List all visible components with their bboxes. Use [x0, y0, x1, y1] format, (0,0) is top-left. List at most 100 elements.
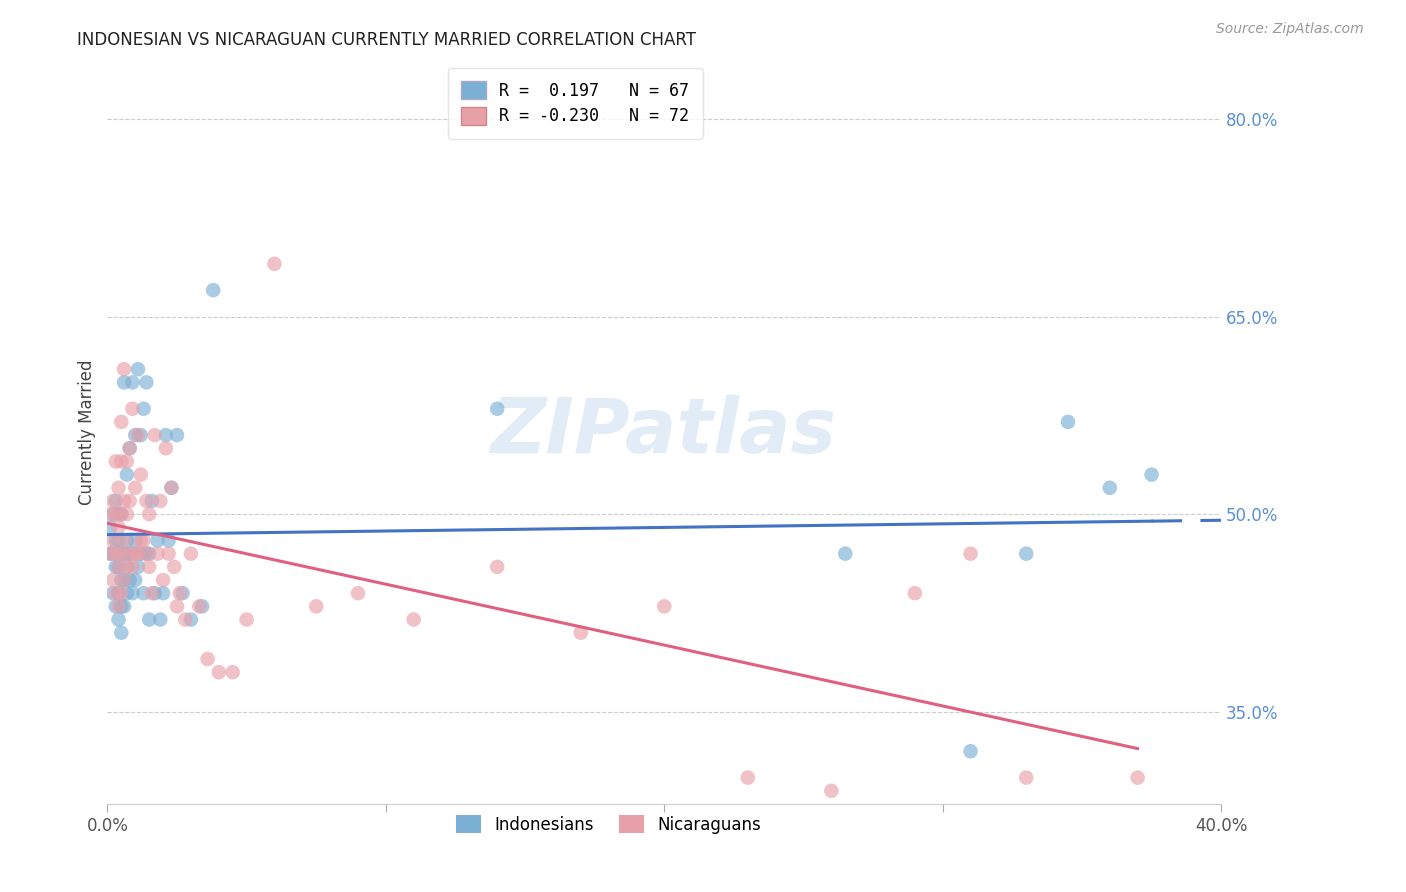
Point: [107, 559, 129, 574]
Point: [112, 573, 135, 587]
Point: [112, 599, 135, 614]
Point: [146, 547, 169, 561]
Point: [112, 533, 135, 548]
Point: [110, 586, 132, 600]
Y-axis label: Currently Married: Currently Married: [79, 359, 96, 505]
Point: [180, 613, 202, 627]
Point: [169, 586, 191, 600]
Point: [121, 586, 143, 600]
Point: [110, 547, 132, 561]
Point: [174, 613, 197, 627]
Point: [104, 586, 127, 600]
Point: [191, 599, 214, 614]
Point: [110, 625, 132, 640]
Point: [104, 533, 127, 548]
Point: [263, 257, 285, 271]
Point: [104, 507, 127, 521]
Point: [129, 467, 152, 482]
Point: [115, 559, 138, 574]
Point: [104, 454, 127, 468]
Point: [101, 494, 124, 508]
Point: [112, 494, 135, 508]
Point: [160, 481, 183, 495]
Point: [104, 559, 127, 574]
Point: [115, 507, 138, 521]
Point: [155, 428, 177, 442]
Point: [135, 494, 157, 508]
Point: [127, 362, 149, 376]
Point: [129, 533, 152, 548]
Point: [129, 547, 152, 561]
Legend: Indonesians, Nicaraguans: Indonesians, Nicaraguans: [450, 808, 768, 840]
Point: [107, 507, 129, 521]
Point: [143, 428, 166, 442]
Point: [157, 547, 180, 561]
Point: [160, 481, 183, 495]
Point: [188, 599, 211, 614]
Point: [110, 415, 132, 429]
Point: [110, 507, 132, 521]
Point: [135, 376, 157, 390]
Point: [569, 625, 592, 640]
Point: [127, 559, 149, 574]
Point: [115, 586, 138, 600]
Point: [146, 533, 169, 548]
Point: [118, 573, 141, 587]
Point: [152, 586, 174, 600]
Point: [98, 547, 121, 561]
Point: [138, 507, 160, 521]
Point: [221, 665, 243, 680]
Point: [107, 586, 129, 600]
Point: [166, 599, 188, 614]
Point: [110, 547, 132, 561]
Point: [1126, 771, 1149, 785]
Point: [138, 547, 160, 561]
Point: [163, 559, 186, 574]
Point: [904, 586, 927, 600]
Point: [118, 547, 141, 561]
Point: [101, 507, 124, 521]
Point: [737, 771, 759, 785]
Point: [202, 283, 225, 297]
Point: [959, 547, 981, 561]
Point: [652, 599, 675, 614]
Point: [820, 784, 842, 798]
Point: [157, 533, 180, 548]
Point: [104, 494, 127, 508]
Point: [149, 613, 172, 627]
Point: [101, 547, 124, 561]
Point: [834, 547, 856, 561]
Point: [115, 559, 138, 574]
Point: [110, 599, 132, 614]
Point: [197, 652, 219, 666]
Point: [1015, 547, 1038, 561]
Point: [235, 613, 257, 627]
Point: [172, 586, 194, 600]
Point: [166, 428, 188, 442]
Point: [138, 613, 160, 627]
Point: [98, 547, 121, 561]
Point: [104, 547, 127, 561]
Point: [180, 547, 202, 561]
Text: INDONESIAN VS NICARAGUAN CURRENTLY MARRIED CORRELATION CHART: INDONESIAN VS NICARAGUAN CURRENTLY MARRI…: [77, 31, 696, 49]
Point: [107, 481, 129, 495]
Point: [135, 547, 157, 561]
Point: [118, 547, 141, 561]
Point: [110, 573, 132, 587]
Point: [124, 481, 146, 495]
Point: [115, 454, 138, 468]
Point: [155, 442, 177, 456]
Point: [127, 428, 149, 442]
Point: [1015, 771, 1038, 785]
Point: [141, 586, 163, 600]
Point: [118, 442, 141, 456]
Point: [112, 547, 135, 561]
Point: [132, 533, 155, 548]
Text: Source: ZipAtlas.com: Source: ZipAtlas.com: [1216, 22, 1364, 37]
Point: [98, 520, 121, 534]
Point: [138, 559, 160, 574]
Point: [124, 533, 146, 548]
Text: ZIPatlas: ZIPatlas: [491, 395, 837, 469]
Point: [305, 599, 328, 614]
Point: [121, 547, 143, 561]
